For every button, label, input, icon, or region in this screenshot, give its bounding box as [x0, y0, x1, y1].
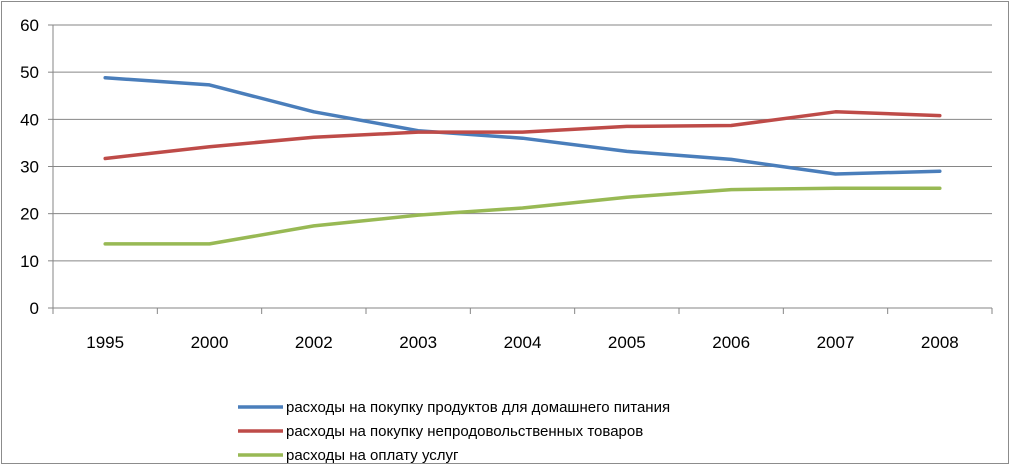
gridlines — [53, 24, 992, 262]
legend-label: расходы на покупку непродовольственных т… — [286, 423, 643, 440]
legend: расходы на покупку продуктов для домашне… — [238, 399, 670, 464]
series-line-2 — [103, 110, 942, 161]
x-tick-label: 2005 — [608, 333, 646, 352]
y-tick-label: 30 — [20, 158, 39, 177]
x-tick-label: 1995 — [86, 333, 124, 352]
legend-label: расходы на покупку продуктов для домашне… — [286, 399, 670, 416]
series-line-3 — [103, 186, 942, 246]
x-tick-labels: 1995 2000 2002 2003 2004 2005 2006 2007 2008 — [86, 333, 958, 352]
series-lines — [103, 76, 942, 246]
x-tick-label: 2006 — [712, 333, 750, 352]
x-tick-label: 2002 — [295, 333, 333, 352]
y-tick-label: 50 — [20, 63, 39, 82]
x-tick-label: 2003 — [399, 333, 437, 352]
x-tick-label: 2007 — [817, 333, 855, 352]
x-tick-label: 2004 — [504, 333, 542, 352]
y-tick-label: 40 — [20, 110, 39, 129]
legend-label: расходы на оплату услуг — [286, 447, 459, 464]
axes — [48, 24, 993, 314]
y-tick-labels: 0 10 20 30 40 50 60 — [20, 16, 39, 318]
x-tick-label: 2000 — [191, 333, 229, 352]
y-tick-label: 60 — [20, 16, 39, 35]
series-line-1 — [103, 76, 942, 176]
y-tick-label: 0 — [30, 299, 39, 318]
y-tick-label: 20 — [20, 205, 39, 224]
y-tick-label: 10 — [20, 252, 39, 271]
x-tick-label: 2008 — [921, 333, 959, 352]
